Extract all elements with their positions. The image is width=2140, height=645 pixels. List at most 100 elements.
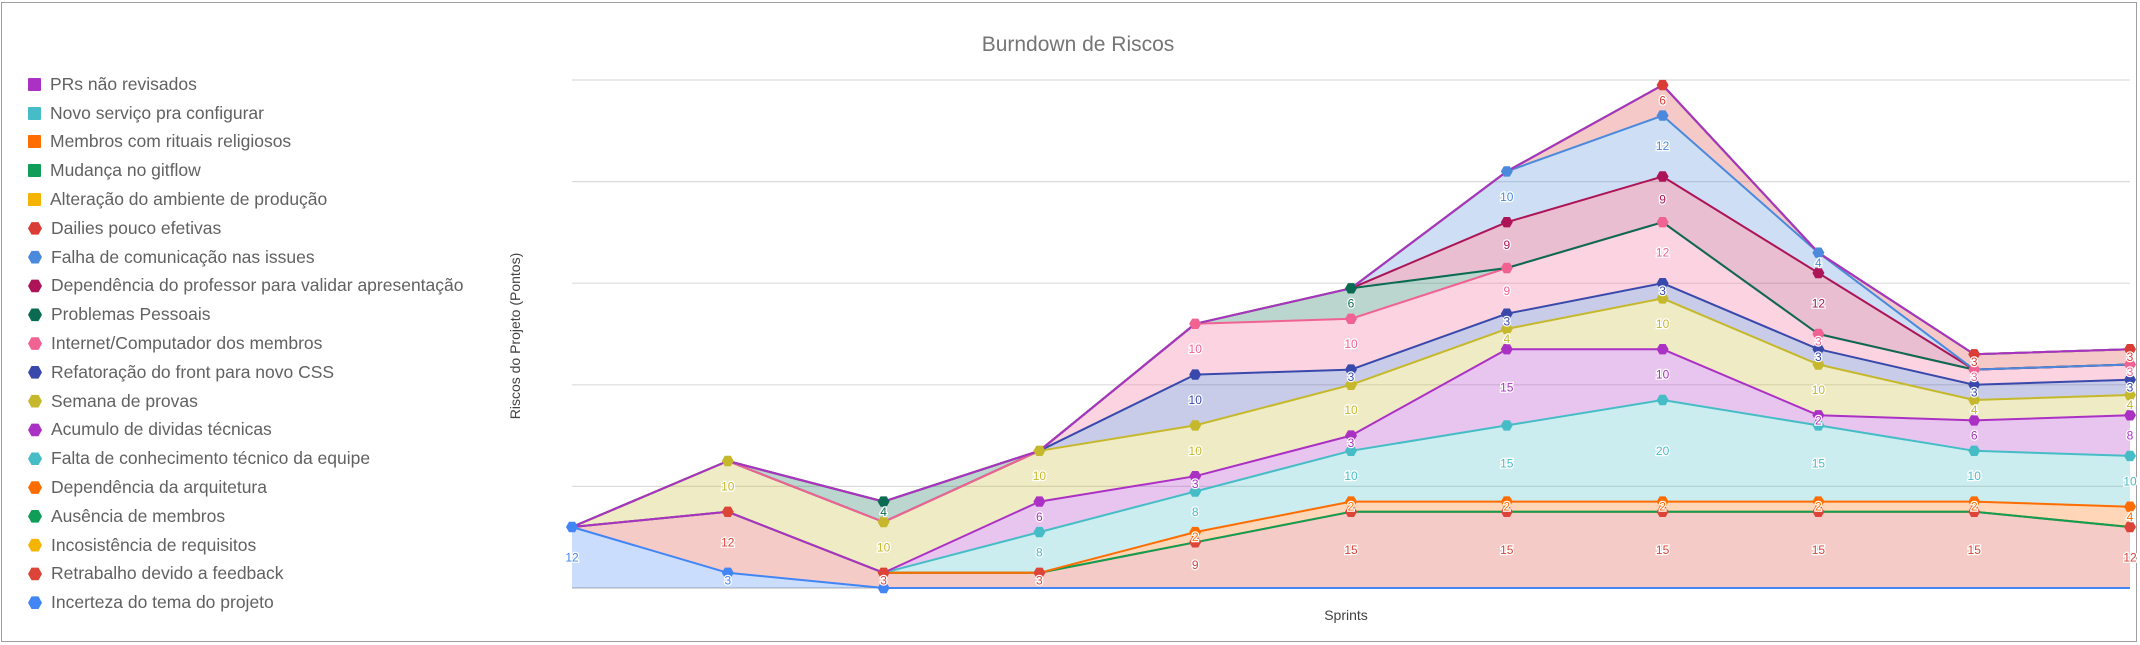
- series-8-marker: [1656, 278, 1669, 289]
- series-1-marker: [1189, 537, 1202, 548]
- series-11-data-label: 9: [1659, 192, 1666, 206]
- legend-label: Acumulo de dividas técnicas: [51, 419, 272, 440]
- legend-item[interactable]: Membros com rituais religiosos: [28, 128, 498, 157]
- series-1-marker: [1968, 506, 1981, 517]
- legend-hexagon-icon: [28, 366, 42, 379]
- series-8-data-label: 3: [1503, 314, 1510, 328]
- legend-square-icon: [28, 106, 41, 120]
- legend-item[interactable]: PRs não revisados: [28, 70, 498, 99]
- series-5-data-label: 8: [1192, 505, 1199, 519]
- series-4-marker: [1968, 496, 1981, 507]
- legend-hexagon-icon: [28, 481, 42, 494]
- legend-item[interactable]: Incerteza do tema do projeto: [28, 588, 498, 617]
- series-13-marker: [1656, 79, 1669, 91]
- series-7-marker: [1656, 293, 1669, 304]
- series-13-data-label: 6: [1659, 93, 1666, 107]
- legend-item[interactable]: Incosistência de requisitos: [28, 531, 498, 560]
- legend-label: Ausência de membros: [51, 505, 226, 526]
- series-1-data-label: 12: [721, 535, 735, 549]
- series-8-data-label: 10: [1189, 393, 1203, 407]
- legend-item[interactable]: Dependência da arquitetura: [28, 473, 498, 502]
- series-6-marker: [1033, 496, 1046, 507]
- legend-label: PRs não revisados: [50, 73, 197, 94]
- legend-label: Falta de conhecimento técnico da equipe: [51, 448, 371, 469]
- legend-hexagon-icon: [28, 596, 42, 610]
- legend-item[interactable]: Retrabalho devido a feedback: [28, 560, 498, 589]
- legend-hexagon-icon: [28, 279, 42, 293]
- legend-label: Falha de comunicação nas issues: [51, 246, 315, 267]
- series-7-data-label: 4: [2127, 398, 2134, 412]
- legend-hexagon-icon: [28, 423, 42, 437]
- legend-item[interactable]: Mudança no gitflow: [28, 156, 498, 185]
- legend-item[interactable]: Semana de provas: [28, 387, 498, 416]
- series-7-marker: [1189, 420, 1202, 431]
- series-9-area: [572, 222, 2130, 527]
- legend-item[interactable]: Acumulo de dividas técnicas: [28, 416, 498, 445]
- legend-label: Novo serviço pra configurar: [50, 102, 264, 123]
- series-5-data-label: 15: [1500, 457, 1514, 471]
- series-12-area: [572, 115, 2130, 527]
- series-10-marker: [877, 496, 890, 507]
- legend-item[interactable]: Problemas Pessoais: [28, 300, 498, 329]
- series-8-data-label: 3: [1971, 385, 1978, 399]
- series-12-marker: [1500, 166, 1513, 177]
- series-0-marker: [877, 582, 890, 594]
- y-axis-label: Riscos do Projeto (Pontos): [507, 253, 523, 420]
- series-1-area: [572, 511, 2130, 588]
- legend-item[interactable]: Dailies pouco efetivas: [28, 214, 498, 243]
- legend-hexagon-icon: [28, 308, 42, 322]
- series-13-marker: [2124, 344, 2136, 355]
- legend-hexagon-icon: [28, 337, 42, 350]
- series-10-data-label: 6: [1348, 297, 1355, 311]
- series-6-data-label: 3: [1348, 436, 1355, 450]
- series-9-data-label: 3: [1815, 335, 1822, 349]
- series-8-marker: [1189, 369, 1202, 380]
- legend-item[interactable]: Falha de comunicação nas issues: [28, 243, 498, 272]
- series-4-data-label: 2: [1192, 530, 1199, 544]
- series-11-area: [572, 176, 2130, 527]
- series-13-marker: [1968, 349, 1981, 360]
- legend-item[interactable]: Refatoração do front para novo CSS: [28, 358, 498, 387]
- series-5-data-label: 20: [1656, 444, 1670, 458]
- legend-item[interactable]: Ausência de membros: [28, 502, 498, 531]
- series-9-data-label: 10: [1189, 342, 1203, 356]
- series-11-marker: [1500, 217, 1513, 228]
- series-6-data-label: 15: [1500, 380, 1514, 394]
- legend-item[interactable]: Internet/Computador dos membros: [28, 329, 498, 358]
- legend-item[interactable]: Novo serviço pra configurar: [28, 99, 498, 128]
- series-13-data-label: 3: [1971, 355, 1978, 369]
- legend-square-icon: [28, 135, 41, 149]
- chart-legend: PRs não revisados Novo serviço pra config…: [28, 70, 498, 617]
- series-6-data-label: 10: [1656, 368, 1670, 382]
- series-6-marker: [2124, 410, 2136, 421]
- series-5-data-label: 10: [1968, 469, 1982, 483]
- series-12-data-label: 4: [1815, 256, 1822, 270]
- chart-title: Burndown de Riscos: [982, 33, 1175, 56]
- legend-hexagon-icon: [28, 567, 42, 581]
- series-7-marker: [1812, 359, 1825, 370]
- legend-item[interactable]: Falta de conhecimento técnico da equipe: [28, 444, 498, 473]
- series-7-data-label: 10: [1656, 317, 1670, 331]
- series-12-marker: [1812, 247, 1825, 258]
- series-9-marker: [1812, 328, 1825, 340]
- series-5-marker: [1500, 420, 1513, 431]
- series-1-marker: [877, 567, 890, 578]
- series-9-marker: [1968, 364, 1981, 375]
- series-11-marker: [1656, 171, 1669, 182]
- series-4-data-label: 2: [1503, 500, 1510, 514]
- legend-item[interactable]: Dependência do professor para validar ap…: [28, 272, 498, 301]
- series-1-data-label: 9: [1192, 558, 1199, 572]
- series-4-data-label: 2: [1971, 500, 1978, 514]
- series-6-data-label: 3: [1192, 477, 1199, 491]
- legend-square-icon: [28, 193, 41, 207]
- series-11-data-label: 12: [1812, 297, 1826, 311]
- series-8-marker: [1968, 379, 1981, 390]
- series-1-data-label: 15: [1968, 543, 1982, 557]
- legend-item[interactable]: Alteração do ambiente de produção: [28, 185, 498, 214]
- legend-label: Retrabalho devido a feedback: [51, 563, 284, 584]
- legend-square-icon: [28, 77, 41, 91]
- series-6-data-label: 8: [2127, 429, 2134, 443]
- legend-hexagon-icon: [28, 250, 42, 264]
- legend-label: Dailies pouco efetivas: [51, 217, 222, 238]
- series-6-marker: [1656, 344, 1669, 355]
